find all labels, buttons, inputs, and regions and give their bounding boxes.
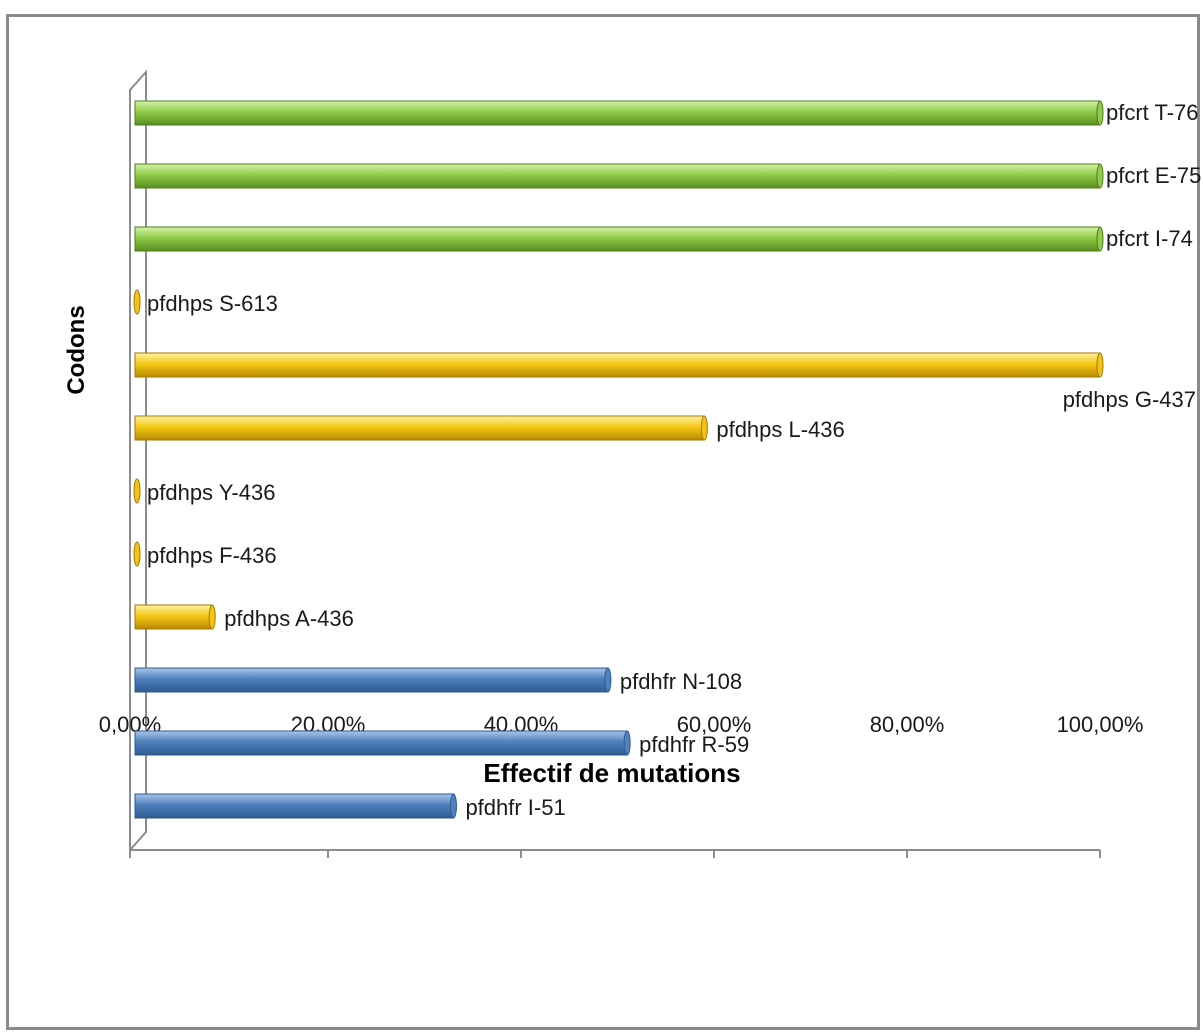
- bar: [134, 352, 1104, 378]
- bar-end-cap: [1096, 226, 1104, 252]
- bar-label: pfdhps Y-436: [147, 480, 275, 505]
- bar: [134, 100, 1104, 126]
- bar-label: pfdhps G-437: [1063, 387, 1196, 412]
- bar: [134, 604, 216, 630]
- bar: [134, 667, 612, 693]
- bar-label: pfdhps A-436: [224, 606, 354, 631]
- bar-label: pfdhps F-436: [147, 543, 277, 568]
- x-axis-title: Effectif de mutations: [483, 758, 740, 788]
- bar-label: pfdhps S-613: [147, 291, 278, 316]
- bar-end-cap: [1096, 352, 1104, 378]
- bar-body: [134, 667, 609, 693]
- bar-label: pfdhfr N-108: [620, 669, 742, 694]
- x-tick-label: 60,00%: [677, 712, 752, 737]
- bar-end-cap: [1096, 163, 1104, 189]
- bar-end-cap: [449, 793, 457, 819]
- bar-body: [134, 226, 1101, 252]
- bar-label: pfcrt I-74: [1106, 226, 1193, 251]
- bar-body: [134, 100, 1101, 126]
- bar-body: [134, 163, 1101, 189]
- bar-body: [134, 730, 628, 756]
- bar-label: pfdhps L-436: [716, 417, 844, 442]
- bar-label: pfdhfr I-51: [465, 795, 565, 820]
- bar-label: pfcrt E-75: [1106, 163, 1201, 188]
- bar-end-cap: [208, 604, 216, 630]
- y-axis-title: Codons: [63, 305, 90, 394]
- bar: [134, 226, 1104, 252]
- bar-label: pfcrt T-76: [1106, 100, 1199, 125]
- bar-body: [134, 352, 1101, 378]
- bar-body: [134, 793, 454, 819]
- x-tick-label: 80,00%: [870, 712, 945, 737]
- axis-wall: [129, 69, 147, 853]
- bar-end-cap: [133, 289, 141, 315]
- bar-body: [134, 604, 213, 630]
- bar-end-cap: [604, 667, 612, 693]
- bar: [133, 478, 141, 504]
- bar: [134, 730, 631, 756]
- bar: [134, 415, 708, 441]
- bar-end-cap: [700, 415, 708, 441]
- bar-end-cap: [133, 541, 141, 567]
- x-tick-label: 100,00%: [1057, 712, 1144, 737]
- bar-end-cap: [1096, 100, 1104, 126]
- bar-body: [134, 415, 705, 441]
- bar: [133, 289, 141, 315]
- bar-end-cap: [623, 730, 631, 756]
- bar-label: pfdhfr R-59: [639, 732, 749, 757]
- bar: [134, 163, 1104, 189]
- bar: [134, 793, 457, 819]
- bar-end-cap: [133, 478, 141, 504]
- bar: [133, 541, 141, 567]
